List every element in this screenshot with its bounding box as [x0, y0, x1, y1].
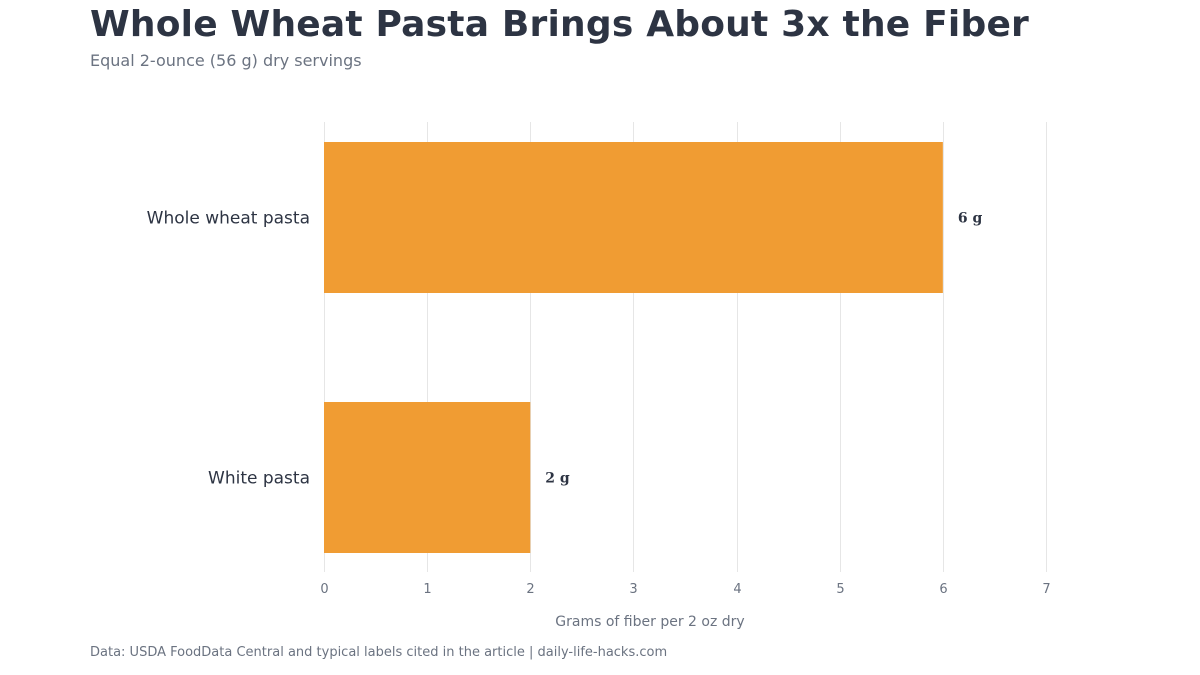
source-note: Data: USDA FoodData Central and typical … [90, 645, 668, 660]
x-axis-title: Grams of fiber per 2 oz dry [555, 614, 744, 630]
x-tick-label: 0 [320, 582, 328, 597]
chart-subtitle: Equal 2-ounce (56 g) dry servings [90, 51, 362, 70]
x-tick-label: 2 [526, 582, 534, 597]
value-label: 6 g [958, 211, 983, 227]
bar-layer [324, 142, 943, 553]
bar-whole-wheat-pasta [324, 142, 943, 293]
bar-white-pasta [324, 402, 531, 553]
chart-title: Whole Wheat Pasta Brings About 3x the Fi… [90, 4, 1030, 45]
label-layer: 0 1 2 3 4 5 6 7 Whole wheat pasta 6 g White pasta 2… [147, 209, 1051, 598]
x-tick-label: 7 [1042, 582, 1050, 597]
x-tick-label: 5 [836, 582, 844, 597]
value-label: 2 g [545, 471, 570, 487]
category-label: White pasta [208, 469, 310, 489]
x-tick-label: 6 [939, 582, 947, 597]
x-tick-label: 1 [423, 582, 431, 597]
x-tick-label: 4 [733, 582, 741, 597]
category-label: Whole wheat pasta [147, 209, 310, 229]
x-tick-label: 3 [629, 582, 637, 597]
